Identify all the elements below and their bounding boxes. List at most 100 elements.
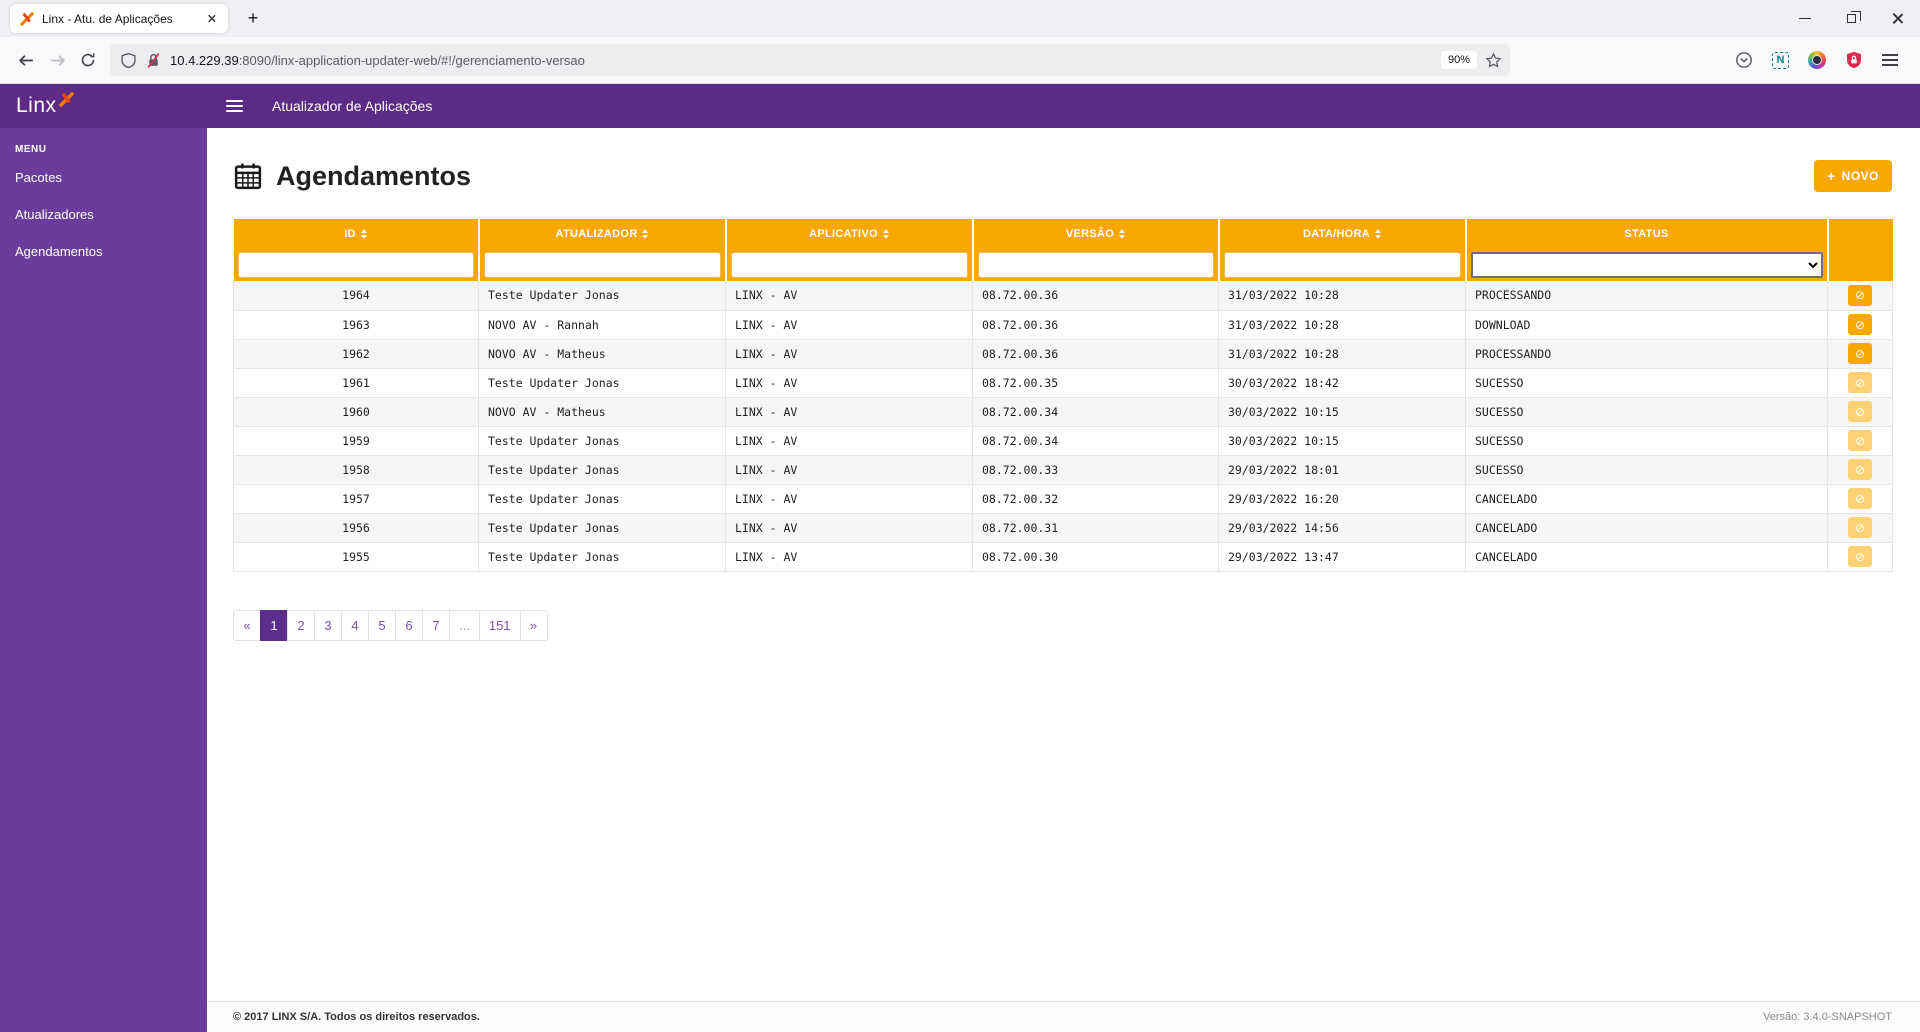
cell-aplicativo: LINX - AV	[725, 310, 973, 340]
pagination-next[interactable]: »	[519, 609, 548, 641]
cell-datahora: 31/03/2022 10:28	[1218, 281, 1466, 311]
reload-button[interactable]	[80, 52, 96, 68]
filter-cell-status	[1465, 249, 1829, 281]
extension-color-circle-icon[interactable]	[1808, 51, 1826, 69]
filter-cell-versao	[972, 249, 1220, 281]
adblock-shield-icon[interactable]	[1845, 51, 1863, 69]
column-header-atualizador[interactable]: ATUALIZADOR	[478, 219, 727, 249]
pagination-page-2[interactable]: 2	[287, 609, 315, 641]
column-header-id[interactable]: ID	[233, 219, 480, 249]
table-row: 1956 Teste Updater Jonas LINX - AV 08.72.00…	[233, 513, 1893, 543]
cell-aplicativo: LINX - AV	[725, 513, 973, 543]
column-header-datahora[interactable]: DATA/HORA	[1218, 219, 1467, 249]
cell-datahora: 29/03/2022 14:56	[1218, 513, 1466, 543]
pagination-prev[interactable]: «	[233, 609, 261, 641]
filter-atualizador-input[interactable]	[483, 252, 721, 278]
column-header-versao[interactable]: VERSÃO	[972, 219, 1220, 249]
cell-atualizador: Teste Updater Jonas	[478, 368, 726, 398]
new-tab-button[interactable]: +	[247, 8, 259, 28]
cell-status: SUCESSO	[1465, 368, 1828, 398]
filter-datahora-input[interactable]	[1223, 252, 1461, 278]
minimize-button[interactable]	[1782, 0, 1828, 37]
cancel-schedule-button[interactable]: ⊘	[1848, 372, 1872, 393]
sort-icon	[642, 229, 649, 240]
cancel-schedule-button[interactable]: ⊘	[1848, 488, 1872, 509]
cancel-schedule-button[interactable]: ⊘	[1848, 284, 1872, 306]
cell-atualizador: NOVO AV - Matheus	[478, 339, 726, 369]
address-bar[interactable]: 10.4.229.39:8090/linx-application-update…	[110, 44, 1510, 76]
sidebar-item-pacotes[interactable]: Pacotes	[15, 170, 62, 185]
extension-n-icon[interactable]: N	[1772, 51, 1789, 69]
cell-aplicativo: LINX - AV	[725, 397, 973, 427]
pagination-page-3[interactable]: 3	[314, 609, 342, 641]
cell-aplicativo: LINX - AV	[725, 368, 973, 398]
insecure-lock-icon[interactable]	[145, 52, 162, 69]
browser-tab[interactable]: Linx - Atu. de Aplicações	[10, 4, 228, 33]
cell-atualizador: NOVO AV - Rannah	[478, 310, 726, 340]
schedules-table: ID ATUALIZADOR APLICATIVO VERSÃO DATA/HO…	[233, 219, 1893, 572]
filter-id-input[interactable]	[237, 252, 474, 278]
bookmark-star-icon[interactable]	[1485, 51, 1502, 69]
sidebar-item-atualizadores[interactable]: Atualizadores	[15, 207, 94, 222]
cancel-schedule-button[interactable]: ⊘	[1848, 401, 1872, 422]
cell-versao: 08.72.00.33	[972, 455, 1219, 485]
forward-button[interactable]	[49, 52, 66, 69]
cancel-schedule-button[interactable]: ⊘	[1848, 430, 1872, 451]
cell-status: CANCELADO	[1465, 542, 1828, 572]
cell-actions: ⊘	[1827, 368, 1893, 398]
filter-aplicativo-input[interactable]	[730, 252, 968, 278]
cell-status: CANCELADO	[1465, 513, 1828, 543]
filter-versao-input[interactable]	[977, 252, 1214, 278]
browser-menu-icon[interactable]	[1882, 54, 1898, 66]
filter-cell-datahora	[1218, 249, 1467, 281]
cell-datahora: 30/03/2022 10:15	[1218, 397, 1466, 427]
cell-versao: 08.72.00.36	[972, 339, 1219, 369]
column-header-status: STATUS	[1465, 219, 1829, 249]
window-controls	[1782, 0, 1920, 37]
cell-atualizador: NOVO AV - Matheus	[478, 397, 726, 427]
cell-atualizador: Teste Updater Jonas	[478, 281, 726, 311]
cell-versao: 08.72.00.32	[972, 484, 1219, 514]
pagination-page-5[interactable]: 5	[368, 609, 396, 641]
cancel-schedule-button[interactable]: ⊘	[1848, 459, 1872, 480]
pagination-page-4[interactable]: 4	[341, 609, 369, 641]
cancel-schedule-button[interactable]: ⊘	[1848, 314, 1872, 335]
tab-close-icon[interactable]	[202, 10, 220, 28]
menu-toggle-icon[interactable]	[226, 99, 243, 113]
new-schedule-button[interactable]: + NOVO	[1813, 160, 1892, 192]
back-button[interactable]	[18, 52, 35, 69]
tab-title: Linx - Atu. de Aplicações	[42, 11, 173, 26]
pagination-page-6[interactable]: 6	[395, 609, 423, 641]
restore-button[interactable]	[1828, 0, 1874, 37]
table-row: 1963 NOVO AV - Rannah LINX - AV 08.72.00.36…	[233, 310, 1893, 340]
tab-favicon-linx-icon	[20, 11, 34, 26]
copyright-text: © 2017 LINX S/A. Todos os direitos reser…	[233, 1011, 480, 1023]
pocket-icon[interactable]	[1735, 51, 1753, 69]
pagination-page-7[interactable]: 7	[422, 609, 450, 641]
linx-spark-icon	[58, 91, 74, 107]
cell-status: SUCESSO	[1465, 397, 1828, 427]
pagination-page-1[interactable]: 1	[260, 609, 288, 641]
filter-status-select[interactable]	[1470, 252, 1823, 278]
pagination-ellipsis: ...	[449, 609, 480, 641]
cell-versao: 08.72.00.36	[972, 281, 1219, 311]
cancel-schedule-button[interactable]: ⊘	[1848, 517, 1872, 538]
tracking-protection-icon[interactable]	[120, 52, 137, 69]
cell-actions: ⊘	[1827, 426, 1893, 456]
table-row: 1960 NOVO AV - Matheus LINX - AV 08.72.00.3…	[233, 397, 1893, 427]
pagination: «1 2 3 4 5 6 7... 151»	[233, 609, 548, 641]
cell-id: 1959	[233, 426, 479, 456]
pagination-page-151[interactable]: 151	[478, 609, 521, 641]
cell-actions: ⊘	[1827, 397, 1893, 427]
zoom-indicator[interactable]: 90%	[1440, 51, 1477, 69]
cancel-schedule-button[interactable]: ⊘	[1848, 546, 1872, 567]
sidebar-item-agendamentos[interactable]: Agendamentos	[15, 244, 103, 259]
table-body: 1964 Teste Updater Jonas LINX - AV 08.72.00…	[233, 281, 1893, 572]
cell-versao: 08.72.00.36	[972, 310, 1219, 340]
tab-bar: Linx - Atu. de Aplicações +	[0, 0, 1920, 37]
column-header-aplicativo[interactable]: APLICATIVO	[725, 219, 974, 249]
cancel-schedule-button[interactable]: ⊘	[1848, 343, 1872, 364]
cell-status: PROCESSANDO	[1465, 339, 1828, 369]
close-button[interactable]	[1874, 0, 1920, 37]
